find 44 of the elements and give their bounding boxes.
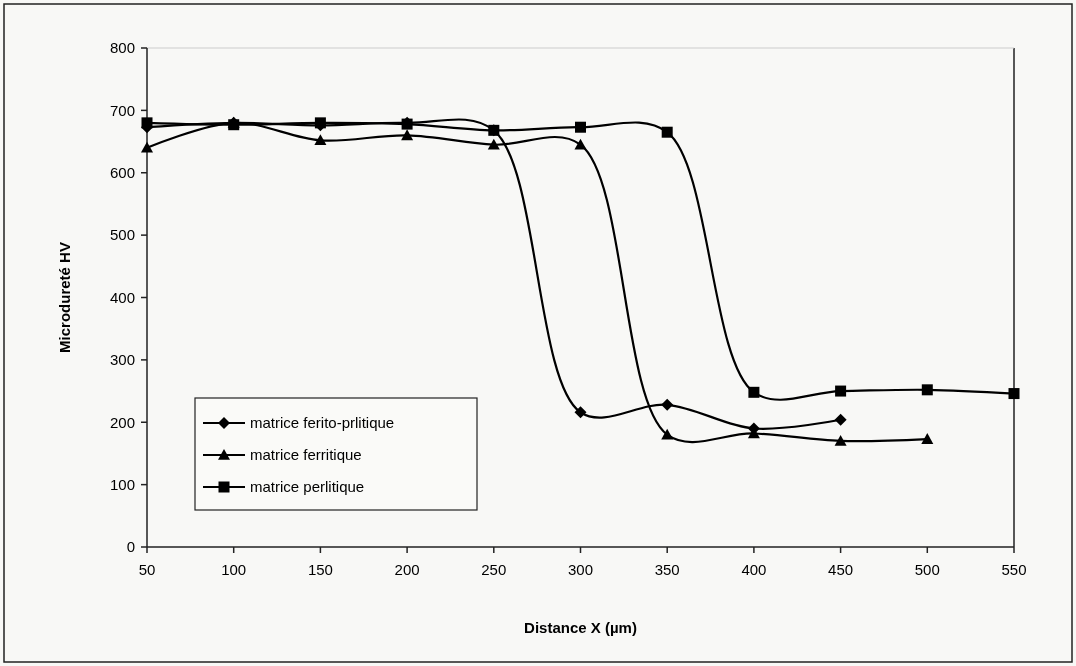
x-tick-label: 550 <box>1001 561 1027 578</box>
point <box>835 385 847 397</box>
point <box>661 428 674 440</box>
point <box>921 384 933 396</box>
x-tick-label: 400 <box>741 561 767 578</box>
x-tick-label: 500 <box>914 561 940 578</box>
y-tick-label: 700 <box>109 101 135 119</box>
y-tick-label: 800 <box>109 39 135 57</box>
legend-label: matrice ferritique <box>250 446 362 464</box>
y-tick-label: 0 <box>126 538 135 556</box>
y-tick-label: 400 <box>109 288 135 306</box>
y-axis-title: Microdureté HV <box>56 242 73 353</box>
y-tick-label: 200 <box>109 413 135 431</box>
point <box>574 406 587 419</box>
point <box>834 413 847 426</box>
point <box>141 141 153 153</box>
y-tick-label: 500 <box>109 226 135 244</box>
x-tick-label: 150 <box>307 561 333 578</box>
point <box>141 117 153 129</box>
legend-label: matrice perlitique <box>250 478 365 496</box>
y-tick-label: 300 <box>109 351 135 369</box>
point <box>401 129 414 141</box>
point <box>748 386 760 398</box>
point <box>661 126 673 138</box>
x-tick-label: 250 <box>481 561 507 578</box>
legend-label: matrice ferito-prlitique <box>250 414 395 432</box>
x-tick-label: 300 <box>567 561 594 578</box>
point <box>661 398 674 411</box>
point <box>834 434 847 446</box>
x-axis-title: Distance X (µm) <box>524 619 637 636</box>
point <box>575 121 586 133</box>
x-tick-label: 50 <box>138 561 156 578</box>
x-tick-label: 350 <box>654 561 680 578</box>
point <box>1008 388 1020 400</box>
point <box>921 433 934 444</box>
x-tick-label: 100 <box>221 561 247 578</box>
point <box>488 124 500 136</box>
x-tick-label: 200 <box>394 561 420 578</box>
point <box>574 138 587 150</box>
y-tick-label: 100 <box>109 475 135 493</box>
x-tick-label: 450 <box>828 561 854 578</box>
y-tick-label: 600 <box>109 164 135 181</box>
point <box>487 138 500 150</box>
point <box>314 134 327 146</box>
